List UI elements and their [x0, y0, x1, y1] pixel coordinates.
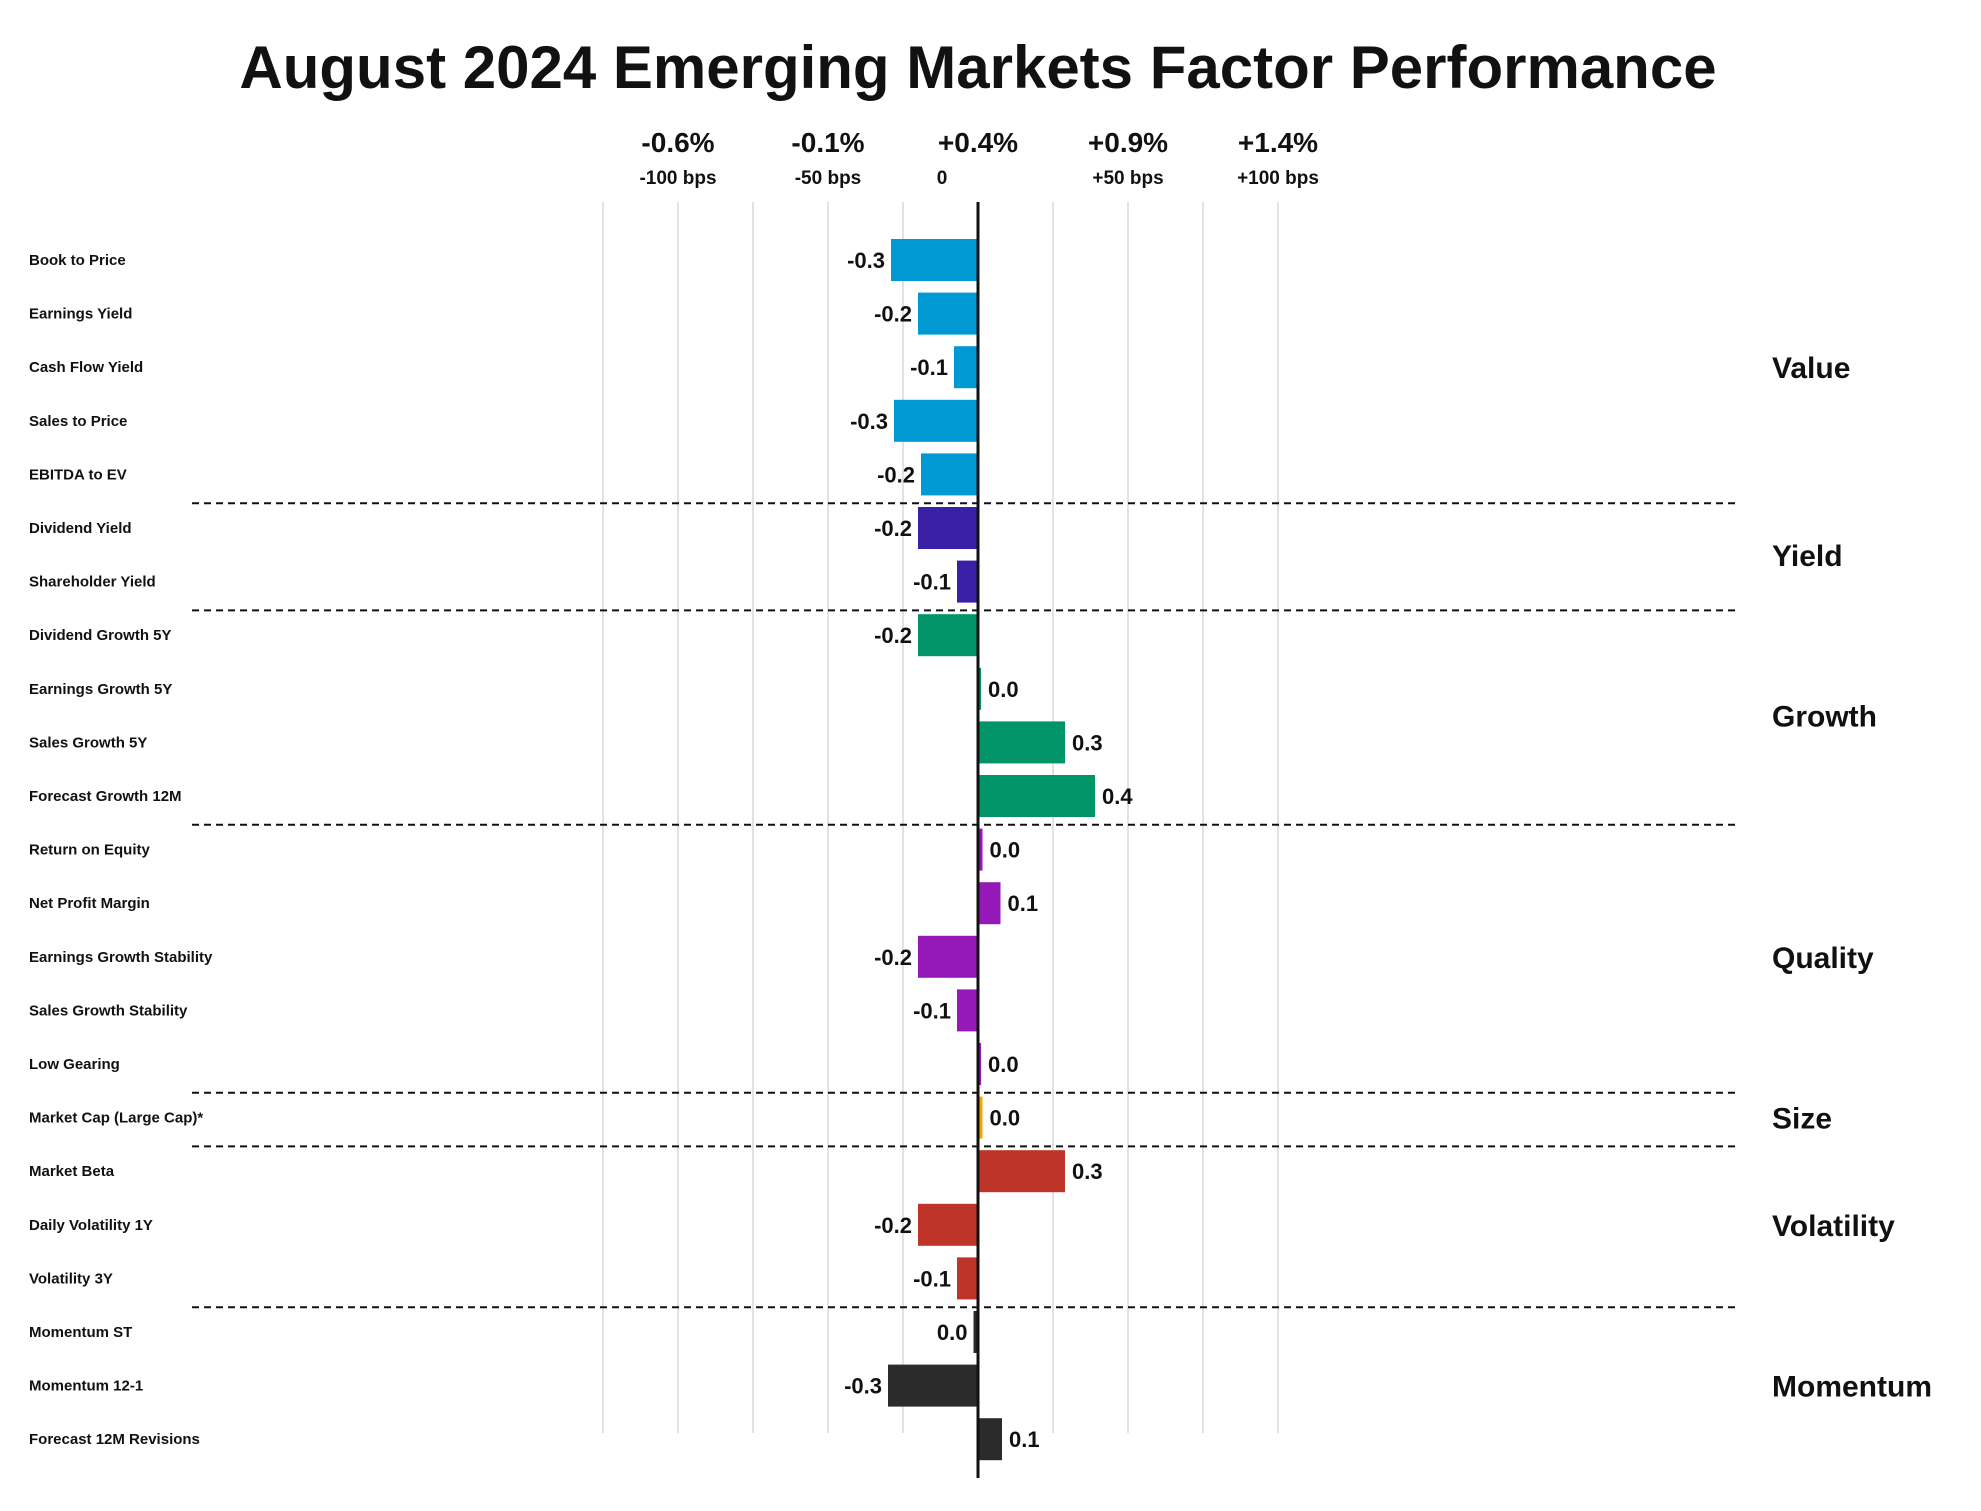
bar-sales-growth-5y: [978, 721, 1065, 764]
value-label: -0.1: [913, 570, 951, 595]
value-label: 0.3: [1072, 1159, 1103, 1184]
category-label: Earnings Growth Stability: [29, 949, 213, 966]
bar-daily-volatility-1y: [918, 1203, 978, 1246]
value-label: -0.2: [874, 945, 912, 970]
bps-tick-label: -50 bps: [795, 168, 862, 189]
bar-book-to-price: [891, 239, 978, 281]
category-label: Dividend Yield: [29, 520, 132, 537]
bar-momentum-st: [973, 1311, 978, 1353]
group-label-yield: Yield: [1772, 540, 1843, 573]
top-tick-label: -0.1%: [791, 127, 864, 158]
value-label: -0.1: [913, 998, 951, 1023]
bar-momentum-12-1: [888, 1364, 978, 1407]
value-label: 0.3: [1072, 730, 1103, 755]
group-label-value: Value: [1772, 352, 1850, 385]
category-label: Sales Growth Stability: [29, 1002, 188, 1019]
top-tick-label: -0.6%: [641, 127, 714, 158]
value-label: -0.2: [877, 462, 915, 487]
category-label: Net Profit Margin: [29, 895, 150, 912]
category-label: Forecast Growth 12M: [29, 788, 182, 805]
bar-market-cap-large-cap: [978, 1096, 983, 1139]
grid-lines: [602, 202, 1279, 1433]
value-label: -0.3: [844, 1374, 882, 1399]
bar-cash-flow-yield: [954, 346, 978, 389]
category-label: Forecast 12M Revisions: [29, 1431, 200, 1448]
category-label: Earnings Yield: [29, 306, 132, 323]
category-label: Cash Flow Yield: [29, 359, 143, 376]
category-label: Momentum ST: [29, 1324, 132, 1341]
bar-market-beta: [978, 1150, 1065, 1193]
chart-title: August 2024 Emerging Markets Factor Perf…: [239, 34, 1716, 101]
category-label: Market Cap (Large Cap)*: [29, 1110, 203, 1127]
value-label: -0.3: [847, 248, 885, 273]
value-label: -0.2: [874, 516, 912, 541]
value-label: -0.1: [913, 1266, 951, 1291]
bar-dividend-growth-5y: [918, 614, 978, 657]
value-label: 0.4: [1102, 784, 1133, 809]
category-label: Dividend Growth 5Y: [29, 627, 172, 644]
top-tick-label: +0.9%: [1088, 127, 1168, 158]
bar-forecast-12m-revisions: [978, 1418, 1002, 1461]
category-label: EBITDA to EV: [29, 466, 127, 483]
category-label: Sales Growth 5Y: [29, 734, 147, 751]
bar-forecast-growth-12m: [978, 775, 1095, 817]
value-label: -0.2: [874, 302, 912, 327]
group-label-growth: Growth: [1772, 701, 1877, 734]
category-label: Return on Equity: [29, 842, 150, 859]
value-label: 0.0: [988, 677, 1019, 702]
category-label: Daily Volatility 1Y: [29, 1217, 153, 1234]
value-label: 0.0: [990, 838, 1021, 863]
category-label: Market Beta: [29, 1163, 115, 1180]
group-label-volatility: Volatility: [1772, 1210, 1895, 1243]
bar-net-profit-margin: [978, 882, 1001, 925]
bps-tick-label: +50 bps: [1092, 168, 1163, 189]
labels: Book to Price -0.3 Earnings Yield -0.2 Cash …: [29, 248, 1932, 1452]
group-separators: [192, 502, 1735, 1309]
bar-shareholder-yield: [957, 560, 978, 603]
bar-sales-growth-stability: [957, 989, 978, 1032]
axis-ticks: -0.6% -0.1% +0.4% +0.9% +1.4% -100 bps -50 bps…: [639, 127, 1318, 189]
category-label: Low Gearing: [29, 1056, 120, 1073]
group-label-size: Size: [1772, 1103, 1832, 1136]
group-label-momentum: Momentum: [1772, 1371, 1932, 1404]
category-label: Book to Price: [29, 252, 126, 269]
bar-dividend-yield: [918, 507, 978, 549]
bar-earnings-growth-stability: [918, 935, 978, 978]
value-label: -0.3: [850, 409, 888, 434]
group-label-quality: Quality: [1772, 942, 1874, 975]
value-label: 0.1: [1009, 1427, 1040, 1452]
top-tick-label: +0.4%: [938, 127, 1018, 158]
category-label: Momentum 12-1: [29, 1378, 143, 1395]
value-label: 0.0: [937, 1320, 968, 1345]
value-label: 0.0: [990, 1106, 1021, 1131]
bps-tick-label: +100 bps: [1237, 168, 1319, 189]
bps-tick-label: -100 bps: [639, 168, 716, 189]
category-label: Earnings Growth 5Y: [29, 681, 172, 698]
value-label: 0.1: [1008, 891, 1039, 916]
category-label: Volatility 3Y: [29, 1270, 113, 1287]
bar-ebitda-to-ev: [921, 453, 978, 496]
category-label: Sales to Price: [29, 413, 127, 430]
bar-return-on-equity: [978, 828, 983, 871]
value-label: -0.2: [874, 623, 912, 648]
bar-sales-to-price: [894, 399, 978, 442]
value-label: 0.0: [988, 1052, 1019, 1077]
bar-earnings-yield: [918, 292, 978, 335]
value-label: -0.1: [910, 355, 948, 380]
bar-volatility-3y: [957, 1257, 978, 1300]
category-label: Shareholder Yield: [29, 574, 156, 591]
bps-tick-label: 0: [937, 168, 948, 189]
top-tick-label: +1.4%: [1238, 127, 1318, 158]
value-label: -0.2: [874, 1213, 912, 1238]
